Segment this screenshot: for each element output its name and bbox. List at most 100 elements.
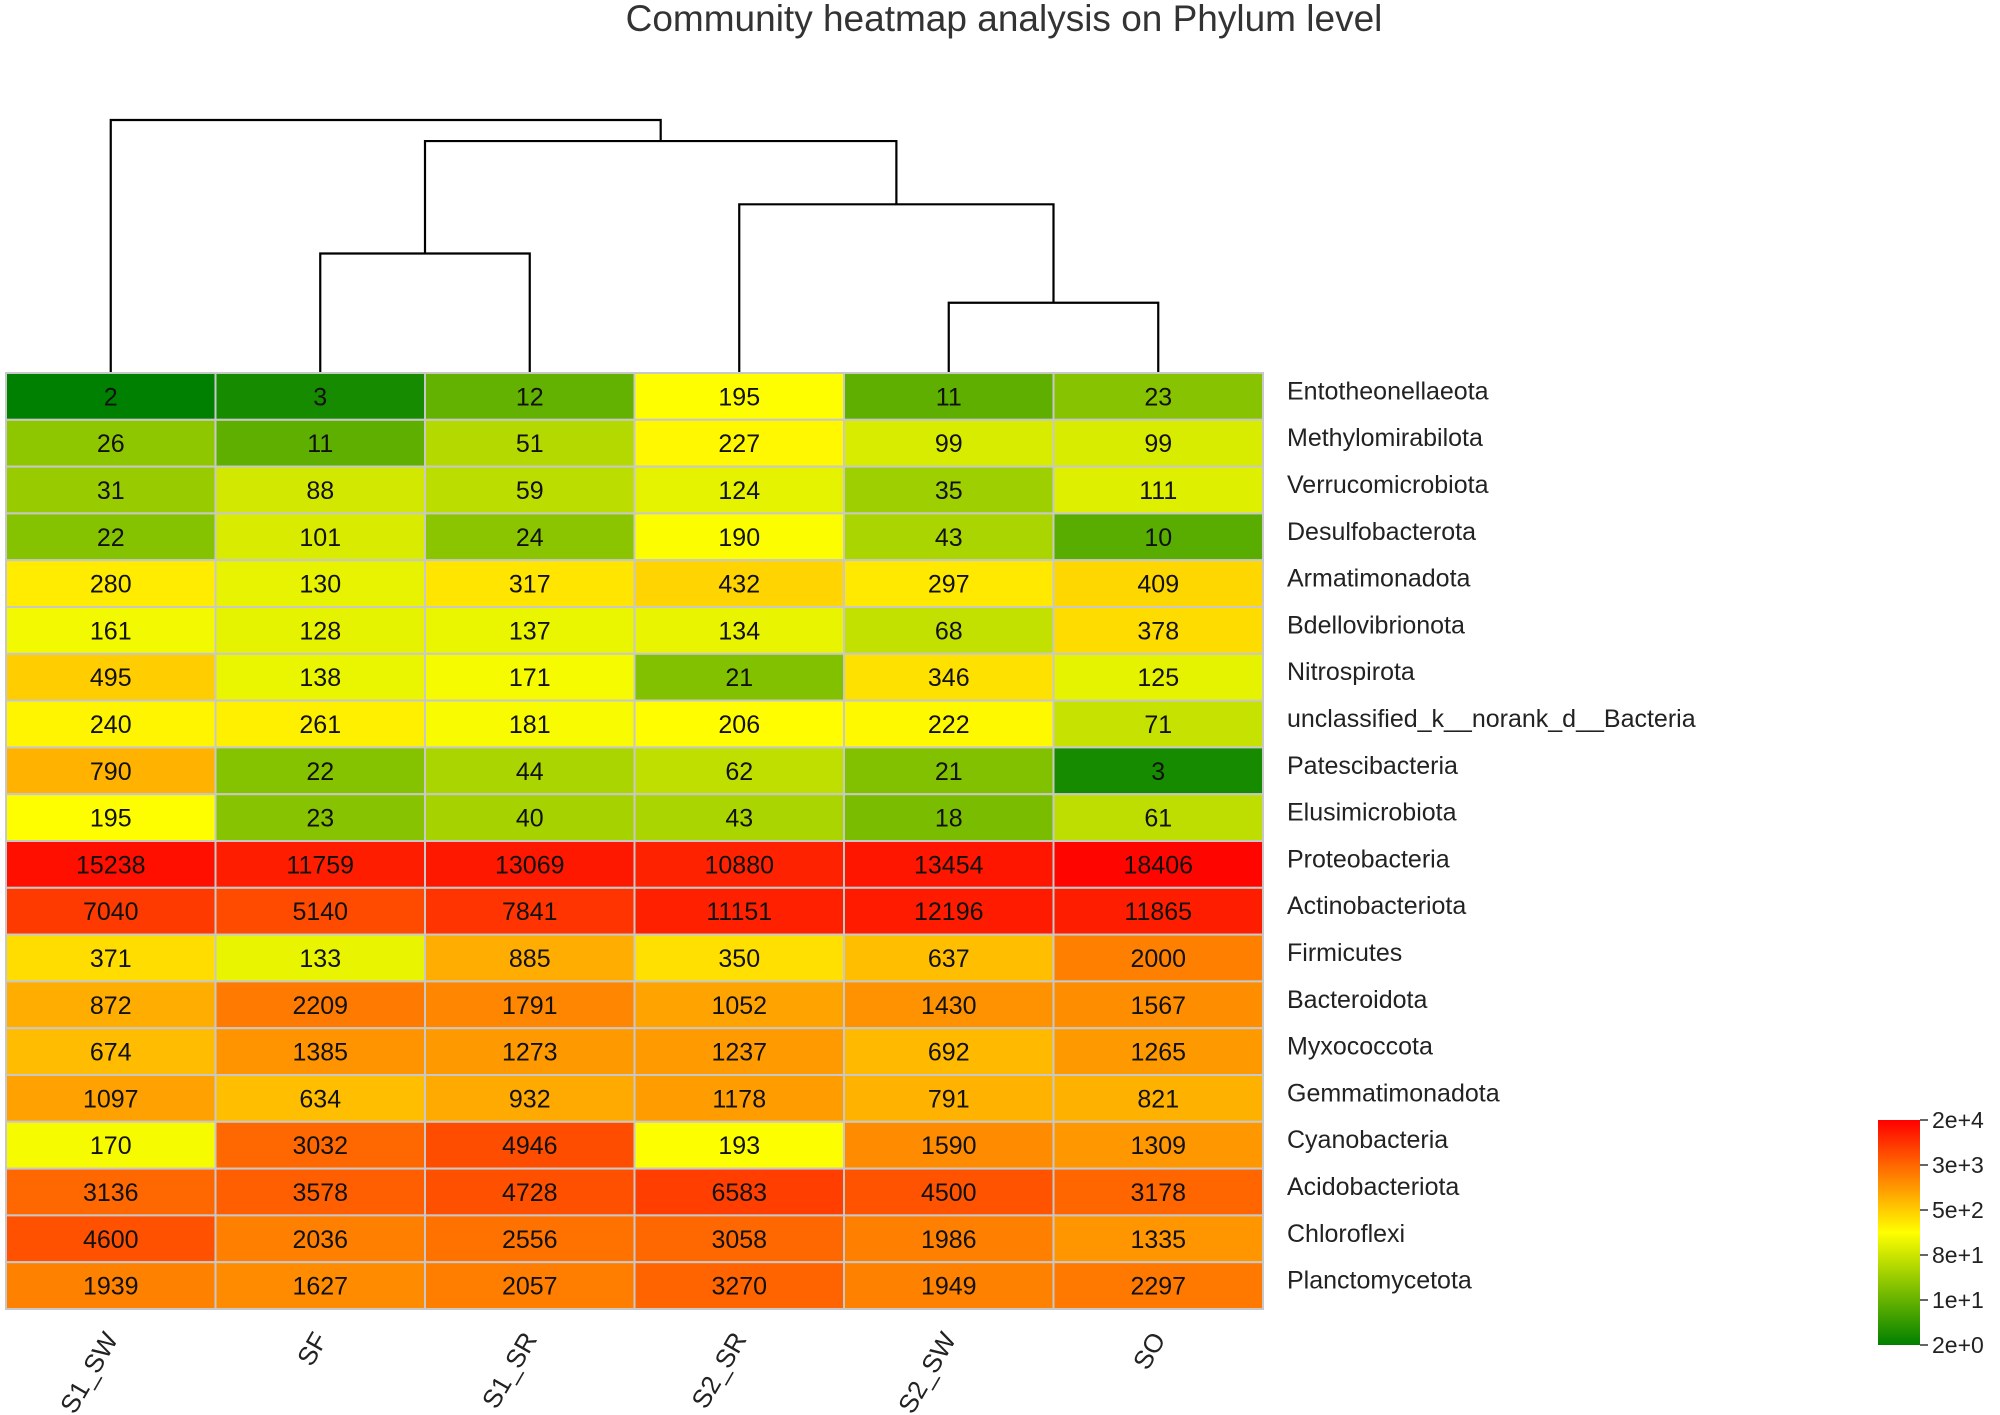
heatmap-cell xyxy=(1052,465,1264,515)
cell-value-label: 18406 xyxy=(1123,851,1193,879)
cell-value-label: 26 xyxy=(97,430,125,458)
cell-value-label: 24 xyxy=(516,524,544,552)
heatmap-cell xyxy=(5,933,217,983)
heatmap-cell xyxy=(5,652,217,702)
heatmap-cell xyxy=(1052,840,1264,889)
heatmap-cell xyxy=(633,1261,845,1310)
heatmap-cell xyxy=(843,699,1055,749)
cell-value-label: 10 xyxy=(1144,524,1172,552)
heatmap-cell xyxy=(1052,699,1264,749)
cell-value-label: 137 xyxy=(509,617,551,645)
heatmap-cell xyxy=(214,372,426,421)
heatmap-cell xyxy=(424,1027,636,1076)
cell-value-label: 350 xyxy=(718,945,760,973)
heatmap-cell xyxy=(633,933,845,983)
cell-value-label: 378 xyxy=(1137,617,1179,645)
cell-value-label: 10880 xyxy=(704,851,774,879)
cell-value-label: 2000 xyxy=(1130,945,1186,973)
cell-value-label: 18 xyxy=(935,805,963,833)
cell-value-label: 4500 xyxy=(921,1179,977,1207)
cell-value-label: 5140 xyxy=(292,898,348,926)
cell-value-label: 99 xyxy=(935,430,963,458)
heatmap-cell xyxy=(843,1074,1055,1123)
cell-value-label: 170 xyxy=(90,1132,132,1160)
heatmap-cell xyxy=(633,1027,845,1076)
legend-tick-label: 5e+2 xyxy=(1932,1197,1984,1223)
cell-value-label: 190 xyxy=(718,524,760,552)
heatmap-cell xyxy=(1052,746,1264,796)
cell-value-label: 3 xyxy=(1151,758,1165,786)
heatmap-cell xyxy=(633,1214,845,1264)
row-label: Bacteroidota xyxy=(1287,986,1427,1014)
color-legend: 2e+4 3e+3 5e+2 8e+1 1e+1 2e+0 xyxy=(1878,1107,1984,1358)
cell-value-label: 125 xyxy=(1137,664,1179,692)
heatmap-cell xyxy=(633,512,845,562)
cell-value-label: 222 xyxy=(928,711,970,739)
cell-value-label: 71 xyxy=(1144,711,1172,739)
column-label: S1_SR xyxy=(476,1327,543,1413)
cell-value-label: 297 xyxy=(928,571,970,599)
heatmap-cell xyxy=(5,606,217,655)
heatmap-cell xyxy=(633,699,845,749)
cell-value-label: 637 xyxy=(928,945,970,973)
row-label: Armatimonadota xyxy=(1287,565,1471,593)
row-labels: Entotheonellaeota Methylomirabilota Verruc… xyxy=(1287,377,1696,1294)
legend-tick-label: 2e+0 xyxy=(1932,1332,1984,1358)
heatmap-cell xyxy=(5,1027,217,1076)
cell-value-label: 261 xyxy=(299,711,341,739)
row-label: Verrucomicrobiota xyxy=(1287,471,1489,499)
cell-value-label: 3136 xyxy=(83,1179,139,1207)
cell-value-label: 3 xyxy=(313,383,327,411)
cell-value-label: 346 xyxy=(928,664,970,692)
cell-value-label: 4728 xyxy=(502,1179,558,1207)
cell-value-label: 13454 xyxy=(914,851,984,879)
row-label: unclassified_k__norank_d__Bacteria xyxy=(1287,705,1696,733)
legend-tick-label: 8e+1 xyxy=(1932,1242,1984,1268)
row-label: Cyanobacteria xyxy=(1287,1126,1448,1154)
cell-value-label: 206 xyxy=(718,711,760,739)
legend-tick-label: 2e+4 xyxy=(1932,1107,1984,1133)
cell-value-label: 3578 xyxy=(292,1179,348,1207)
cell-value-label: 2556 xyxy=(502,1226,558,1254)
column-label: SF xyxy=(291,1327,334,1371)
row-label: Proteobacteria xyxy=(1287,845,1450,873)
cell-value-label: 7841 xyxy=(502,898,558,926)
cell-value-label: 674 xyxy=(90,1039,132,1067)
heatmap-cell xyxy=(843,1167,1055,1217)
heatmap-cell xyxy=(214,1167,426,1217)
cell-value-label: 11 xyxy=(936,383,962,411)
cell-value-label: 23 xyxy=(1144,383,1172,411)
legend-tick-label: 3e+3 xyxy=(1932,1152,1984,1178)
cell-value-label: 23 xyxy=(306,805,334,833)
cell-value-label: 2297 xyxy=(1130,1273,1186,1301)
cell-value-label: 195 xyxy=(90,805,132,833)
cell-value-label: 227 xyxy=(718,430,760,458)
heatmap-cell xyxy=(633,652,845,702)
heatmap-cell xyxy=(424,1120,636,1170)
dendrogram-branch xyxy=(109,118,662,373)
cell-value-label: 133 xyxy=(299,945,341,973)
cell-value-label: 791 xyxy=(928,1085,970,1113)
cell-value-label: 317 xyxy=(509,571,551,599)
cell-value-label: 101 xyxy=(299,524,341,552)
heatmap-cell xyxy=(214,746,426,796)
cell-value-label: 1791 xyxy=(502,992,558,1020)
cell-value-label: 22 xyxy=(306,758,334,786)
dendrogram-branch xyxy=(423,139,898,254)
heatmap-cell xyxy=(1052,1120,1264,1170)
heatmap-cell xyxy=(424,699,636,749)
heatmap-cell xyxy=(1052,1167,1264,1217)
legend-color-bar xyxy=(1878,1120,1920,1345)
heatmap-cell xyxy=(214,1120,426,1170)
cell-value-label: 240 xyxy=(90,711,132,739)
column-label: S1_SW xyxy=(54,1327,124,1415)
chart-title: Community heatmap analysis on Phylum lev… xyxy=(626,0,1383,39)
cell-value-label: 31 xyxy=(97,477,125,505)
cell-value-label: 1949 xyxy=(921,1273,977,1301)
heatmap-cell xyxy=(214,512,426,562)
row-label: Actinobacteriota xyxy=(1287,892,1466,920)
cell-value-label: 181 xyxy=(509,711,551,739)
heatmap-cell xyxy=(843,1027,1055,1076)
heatmap-cell xyxy=(1052,372,1264,421)
